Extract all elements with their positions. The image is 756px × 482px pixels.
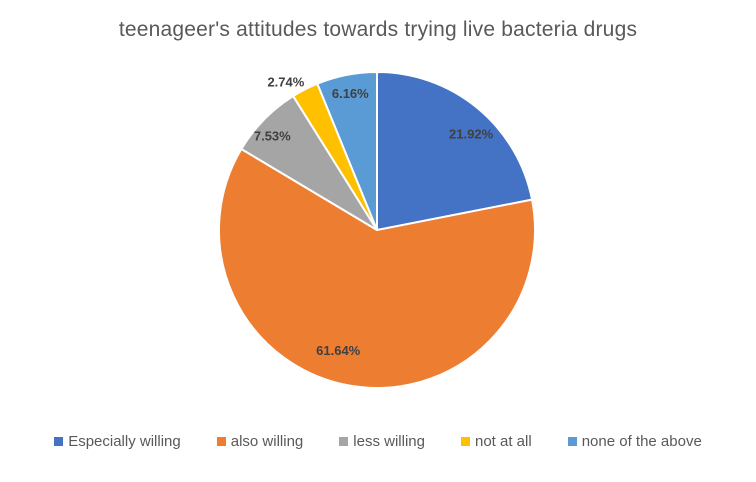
pie-slice-none-of-the-above[interactable]	[316, 71, 378, 231]
legend-item-also-willing[interactable]: also willing	[216, 433, 304, 450]
data-label-also-willing: 61.64%	[316, 343, 361, 358]
legend-label: Especially willing	[68, 433, 181, 450]
legend-item-especially-willing[interactable]: Especially willing	[54, 433, 181, 450]
chart-title: teenageer's attitudes towards trying liv…	[118, 18, 638, 41]
legend-swatch-icon	[460, 437, 470, 446]
legend-item-less-willing[interactable]: less willing	[339, 433, 425, 450]
legend-swatch-icon	[339, 437, 349, 446]
legend-item-not-at-all[interactable]: not at all	[460, 433, 532, 450]
legend-swatch-icon	[567, 437, 577, 446]
data-label-especially-willing: 21.92%	[449, 127, 494, 142]
pie-slice-especially-willing[interactable]	[376, 71, 534, 231]
legend-item-none-of-the-above[interactable]: none of the above	[567, 433, 702, 450]
legend-label: not at all	[474, 433, 532, 450]
legend: Especially willing also willing less willi…	[0, 433, 756, 450]
legend-label: none of the above	[581, 433, 702, 450]
data-label-less-willing: 7.53%	[254, 129, 291, 144]
legend-label: also willing	[230, 433, 304, 450]
legend-label: less willing	[353, 433, 425, 450]
legend-swatch-icon	[54, 437, 64, 446]
pie-slice-also-willing[interactable]	[218, 147, 536, 390]
data-label-not-at-all: 2.74%	[267, 75, 304, 90]
legend-swatch-icon	[216, 437, 226, 446]
data-label-none-of-the-above: 6.16%	[332, 86, 369, 101]
